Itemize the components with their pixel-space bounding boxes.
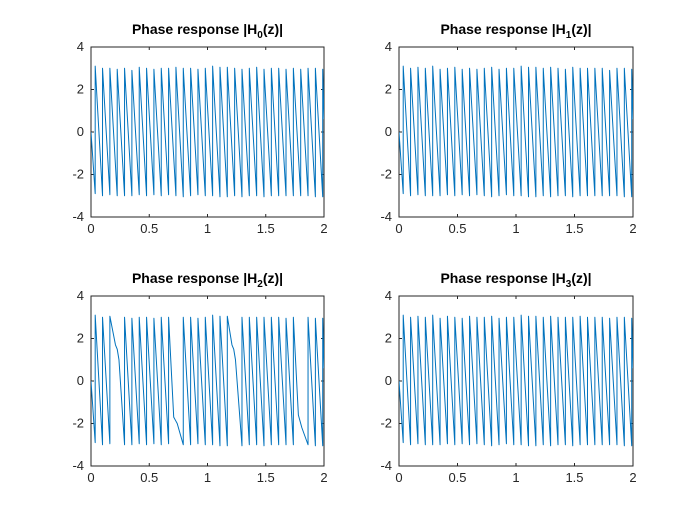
x-tick-label: 1.5: [257, 221, 275, 236]
subplot-2: 0 0.5 1 1.5 2 4 2 0 -2 -4 Phase response |H2(z)|: [72, 270, 327, 485]
subplot-1: 0 0.5 1 1.5 2 4 2 0 -2 -4 Phase response |H1(z)|: [380, 21, 636, 236]
y-tick-label: 0: [385, 373, 392, 388]
y-tick-label: 2: [77, 331, 84, 346]
series-line-0: [91, 314, 324, 447]
y-tick-label: 4: [385, 288, 392, 303]
x-tick-label: 0: [395, 470, 402, 485]
subplot-title: Phase response |H3(z)|: [440, 270, 591, 290]
y-tick-label: 2: [385, 331, 392, 346]
y-tick-label: -2: [380, 167, 392, 182]
subplot-title: Phase response |H2(z)|: [132, 270, 283, 290]
axes-box: [398, 46, 634, 218]
series-line-0: [399, 314, 633, 447]
y-tick-label: 4: [385, 39, 392, 54]
series-line-0: [91, 65, 324, 198]
x-tick-label: 1.5: [565, 221, 583, 236]
y-tick-label: -2: [72, 167, 84, 182]
x-tick-label: 0: [87, 221, 94, 236]
x-tick-label: 1: [204, 470, 211, 485]
axes-box: [90, 295, 325, 467]
y-tick-label: -2: [72, 416, 84, 431]
x-tick-label: 1: [512, 470, 519, 485]
x-tick-label: 1: [204, 221, 211, 236]
y-tick-label: 0: [385, 124, 392, 139]
y-tick-label: 4: [77, 288, 84, 303]
series-line-0: [399, 65, 633, 198]
x-tick-label: 0.5: [140, 221, 158, 236]
x-tick-label: 0.5: [448, 470, 466, 485]
x-tick-label: 2: [320, 221, 327, 236]
x-tick-label: 1.5: [257, 470, 275, 485]
x-tick-label: 1.5: [565, 470, 583, 485]
subplot-0: 0 0.5 1 1.5 2 4 2 0 -2 -4 Phase response |H0(z)|: [72, 21, 327, 236]
axes-box: [90, 46, 325, 218]
x-tick-label: 0.5: [448, 221, 466, 236]
y-tick-label: -4: [380, 209, 392, 224]
y-tick-label: 2: [385, 82, 392, 97]
subplot-3: 0 0.5 1 1.5 2 4 2 0 -2 -4 Phase response |H3(z)|: [380, 270, 636, 485]
x-tick-label: 0: [87, 470, 94, 485]
axes-box: [398, 295, 634, 467]
y-tick-label: -4: [72, 209, 84, 224]
y-tick-label: 4: [77, 39, 84, 54]
subplot-title: Phase response |H0(z)|: [132, 21, 283, 41]
y-tick-label: 2: [77, 82, 84, 97]
x-tick-label: 1: [512, 221, 519, 236]
x-tick-label: 2: [320, 470, 327, 485]
y-tick-label: -2: [380, 416, 392, 431]
y-tick-label: -4: [72, 458, 84, 473]
y-tick-label: -4: [380, 458, 392, 473]
x-tick-label: 0.5: [140, 470, 158, 485]
y-tick-label: 0: [77, 124, 84, 139]
x-tick-label: 0: [395, 221, 402, 236]
y-tick-label: 0: [77, 373, 84, 388]
x-tick-label: 2: [629, 221, 636, 236]
subplot-title: Phase response |H1(z)|: [440, 21, 591, 41]
x-tick-label: 2: [629, 470, 636, 485]
